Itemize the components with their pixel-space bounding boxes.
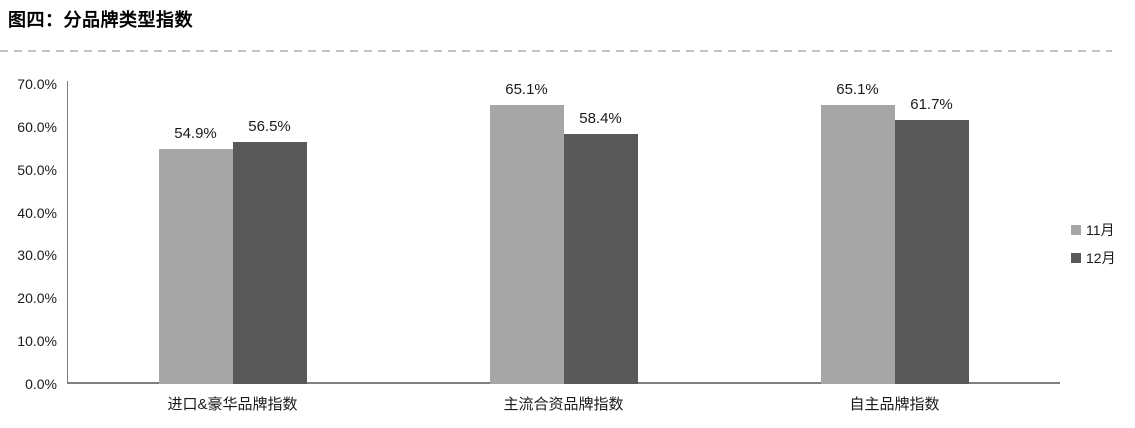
bar-11月-自主品牌指数 [820, 105, 895, 384]
bar-value-label: 65.1% [505, 81, 548, 98]
legend-label: 11月 [1086, 222, 1115, 238]
bar-value-label: 56.5% [248, 117, 291, 135]
bar-value-label: 58.4% [579, 109, 622, 127]
bar-12月-自主品牌指数 [894, 119, 969, 384]
dashed-divider [0, 50, 1112, 52]
y-axis-tick-label: 10.0% [17, 333, 57, 350]
figure-title: 图四：分品牌类型指数 [8, 10, 193, 30]
legend-item-12月: 12月 [1071, 248, 1116, 268]
legend-label: 12月 [1086, 250, 1116, 266]
bar-12月-进口&豪华品牌指数 [232, 141, 307, 384]
bar-11月-进口&豪华品牌指数 [158, 148, 233, 384]
y-axis-tick-label: 70.0% [17, 76, 57, 92]
bar-11月-主流合资品牌指数 [489, 105, 564, 384]
legend-swatch-icon [1071, 253, 1081, 263]
y-axis-tick-label: 60.0% [17, 118, 57, 135]
bar-value-label: 65.1% [836, 81, 879, 98]
x-axis-category-label: 自主品牌指数 [849, 396, 940, 413]
bar-value-label: 54.9% [174, 124, 217, 142]
y-axis-tick-label: 0.0% [25, 376, 57, 392]
legend-item-11月: 11月 [1071, 220, 1116, 240]
y-axis-tick-label: 20.0% [17, 290, 57, 307]
x-axis-category-label: 进口&豪华品牌指数 [167, 396, 298, 413]
chart-legend: 11月 12月 [1071, 220, 1116, 268]
y-axis-tick-label: 50.0% [17, 161, 57, 178]
bar-value-label: 61.7% [910, 95, 953, 113]
x-axis-category-label: 主流合资品牌指数 [503, 396, 624, 413]
legend-swatch-icon [1071, 225, 1081, 235]
y-axis-tick-label: 40.0% [17, 204, 57, 221]
bar-12月-主流合资品牌指数 [563, 133, 638, 384]
y-axis-tick-label: 30.0% [17, 247, 57, 264]
